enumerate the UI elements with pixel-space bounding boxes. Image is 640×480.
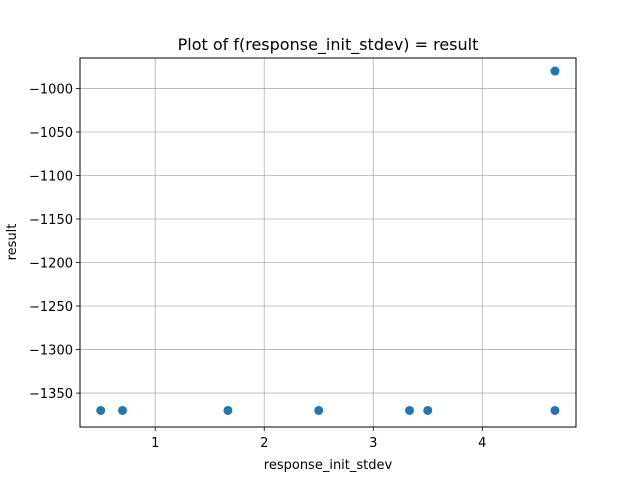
data-point	[96, 405, 106, 415]
x-tick-label: 4	[478, 436, 486, 451]
data-point	[423, 405, 433, 415]
x-axis-label: response_init_stdev	[264, 458, 393, 473]
chart-title: Plot of f(response_init_stdev) = result	[178, 35, 479, 55]
x-tick-label: 2	[260, 436, 268, 451]
data-point	[118, 405, 128, 415]
grid	[80, 58, 576, 427]
y-tick-label: −1250	[29, 300, 73, 315]
data-point	[314, 405, 324, 415]
data-points	[96, 66, 560, 415]
plot-area-frame	[79, 57, 577, 428]
data-point	[223, 405, 233, 415]
data-point	[550, 405, 560, 415]
data-point	[405, 405, 415, 415]
x-tick-label: 3	[369, 436, 377, 451]
x-tick-label: 1	[151, 436, 159, 451]
y-tick-label: −1350	[29, 387, 73, 402]
y-tick-label: −1100	[29, 169, 73, 184]
y-axis-label: result	[5, 224, 20, 261]
data-point	[550, 66, 560, 76]
y-tick-label: −1300	[29, 344, 73, 359]
y-tick-label: −1000	[29, 82, 73, 97]
y-tick-label: −1050	[29, 126, 73, 141]
y-tick-label: −1150	[29, 213, 73, 228]
y-tick-label: −1200	[29, 257, 73, 272]
axis-ticks: 1 2 3 4 −1000 −1050 −1100 −1150 −1200 −1250 −1300 −…	[29, 82, 486, 451]
